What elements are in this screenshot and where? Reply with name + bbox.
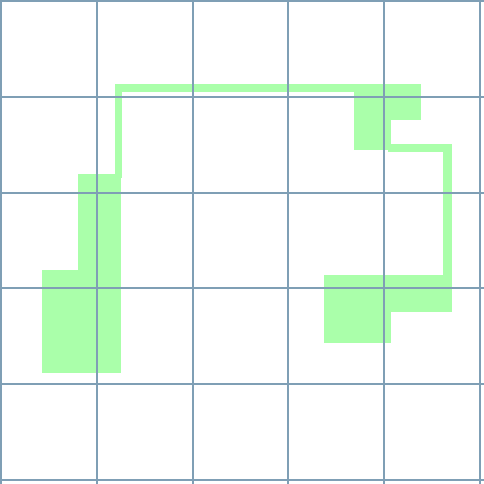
path-segment-left-vertical: [115, 84, 122, 178]
path-block-top-right-a: [354, 84, 421, 120]
path-block-left-upper: [78, 174, 121, 274]
path-block-left-bottom: [42, 270, 121, 373]
path-block-top-right-b: [354, 118, 391, 150]
path-segment-right-connector: [388, 144, 452, 152]
path-segment-top-horizontal: [115, 84, 421, 92]
path-block-bottom-right-b: [324, 275, 391, 343]
path-segment-right-vertical: [443, 144, 452, 312]
